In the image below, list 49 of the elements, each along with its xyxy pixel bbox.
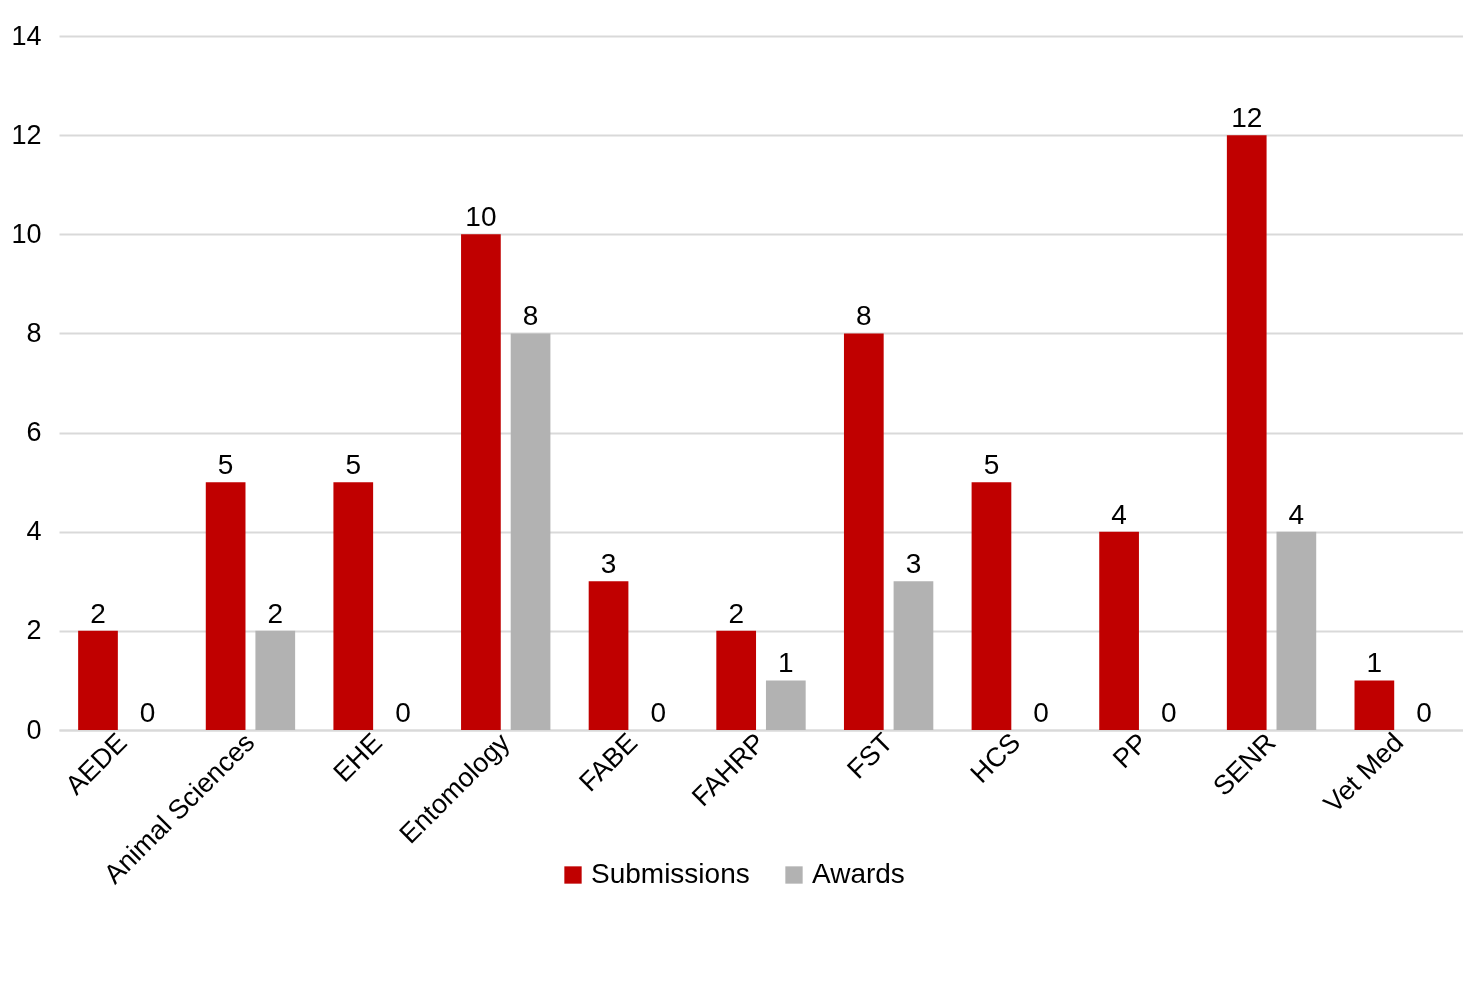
data-label: 0 (1160, 697, 1177, 728)
data-label: 1 (778, 647, 794, 679)
bar (510, 333, 551, 730)
bar (1099, 531, 1139, 730)
data-label: 2 (90, 597, 106, 629)
data-label: 12 (1231, 102, 1263, 134)
data-label: 0 (1416, 697, 1432, 728)
bar (78, 630, 118, 730)
data-label: 0 (650, 697, 666, 728)
y-tick-label: 2 (26, 615, 42, 646)
y-tick-label: 0 (26, 714, 42, 745)
legend-label: Awards (812, 858, 905, 889)
y-tick-label: 14 (11, 20, 42, 51)
data-label: 3 (600, 548, 617, 580)
bar (893, 581, 934, 730)
data-label: 5 (983, 449, 1000, 481)
bar (1354, 680, 1395, 730)
bar (765, 680, 806, 730)
data-label: 4 (1288, 498, 1305, 530)
data-label: 5 (217, 449, 234, 481)
data-label: 0 (139, 697, 156, 728)
bar (716, 630, 757, 730)
bar (205, 482, 246, 730)
bar (255, 630, 296, 730)
data-label: 2 (728, 597, 744, 629)
data-label: 0 (395, 697, 411, 728)
x-tick-label: PP (1107, 727, 1154, 774)
y-tick-label: 8 (26, 317, 42, 348)
data-label: 5 (345, 449, 362, 481)
legend-label: Submissions (591, 858, 750, 889)
data-label: 10 (465, 201, 497, 233)
bar (333, 482, 374, 730)
data-label: 8 (522, 300, 539, 332)
y-tick-label: 4 (26, 516, 42, 547)
data-label: 4 (1111, 498, 1127, 530)
data-label: 1 (1366, 647, 1383, 679)
bar (588, 581, 629, 730)
data-label: 8 (856, 300, 872, 332)
bar (843, 333, 884, 730)
y-tick-label: 10 (11, 218, 42, 249)
bar (461, 234, 501, 730)
y-tick-label: 6 (26, 417, 42, 448)
data-label: 2 (267, 597, 284, 629)
bar (1276, 531, 1317, 730)
data-label: 0 (1033, 697, 1049, 728)
bar (971, 482, 1012, 730)
y-tick-label: 12 (11, 119, 42, 150)
data-label: 3 (905, 548, 922, 580)
bar (1226, 135, 1267, 730)
